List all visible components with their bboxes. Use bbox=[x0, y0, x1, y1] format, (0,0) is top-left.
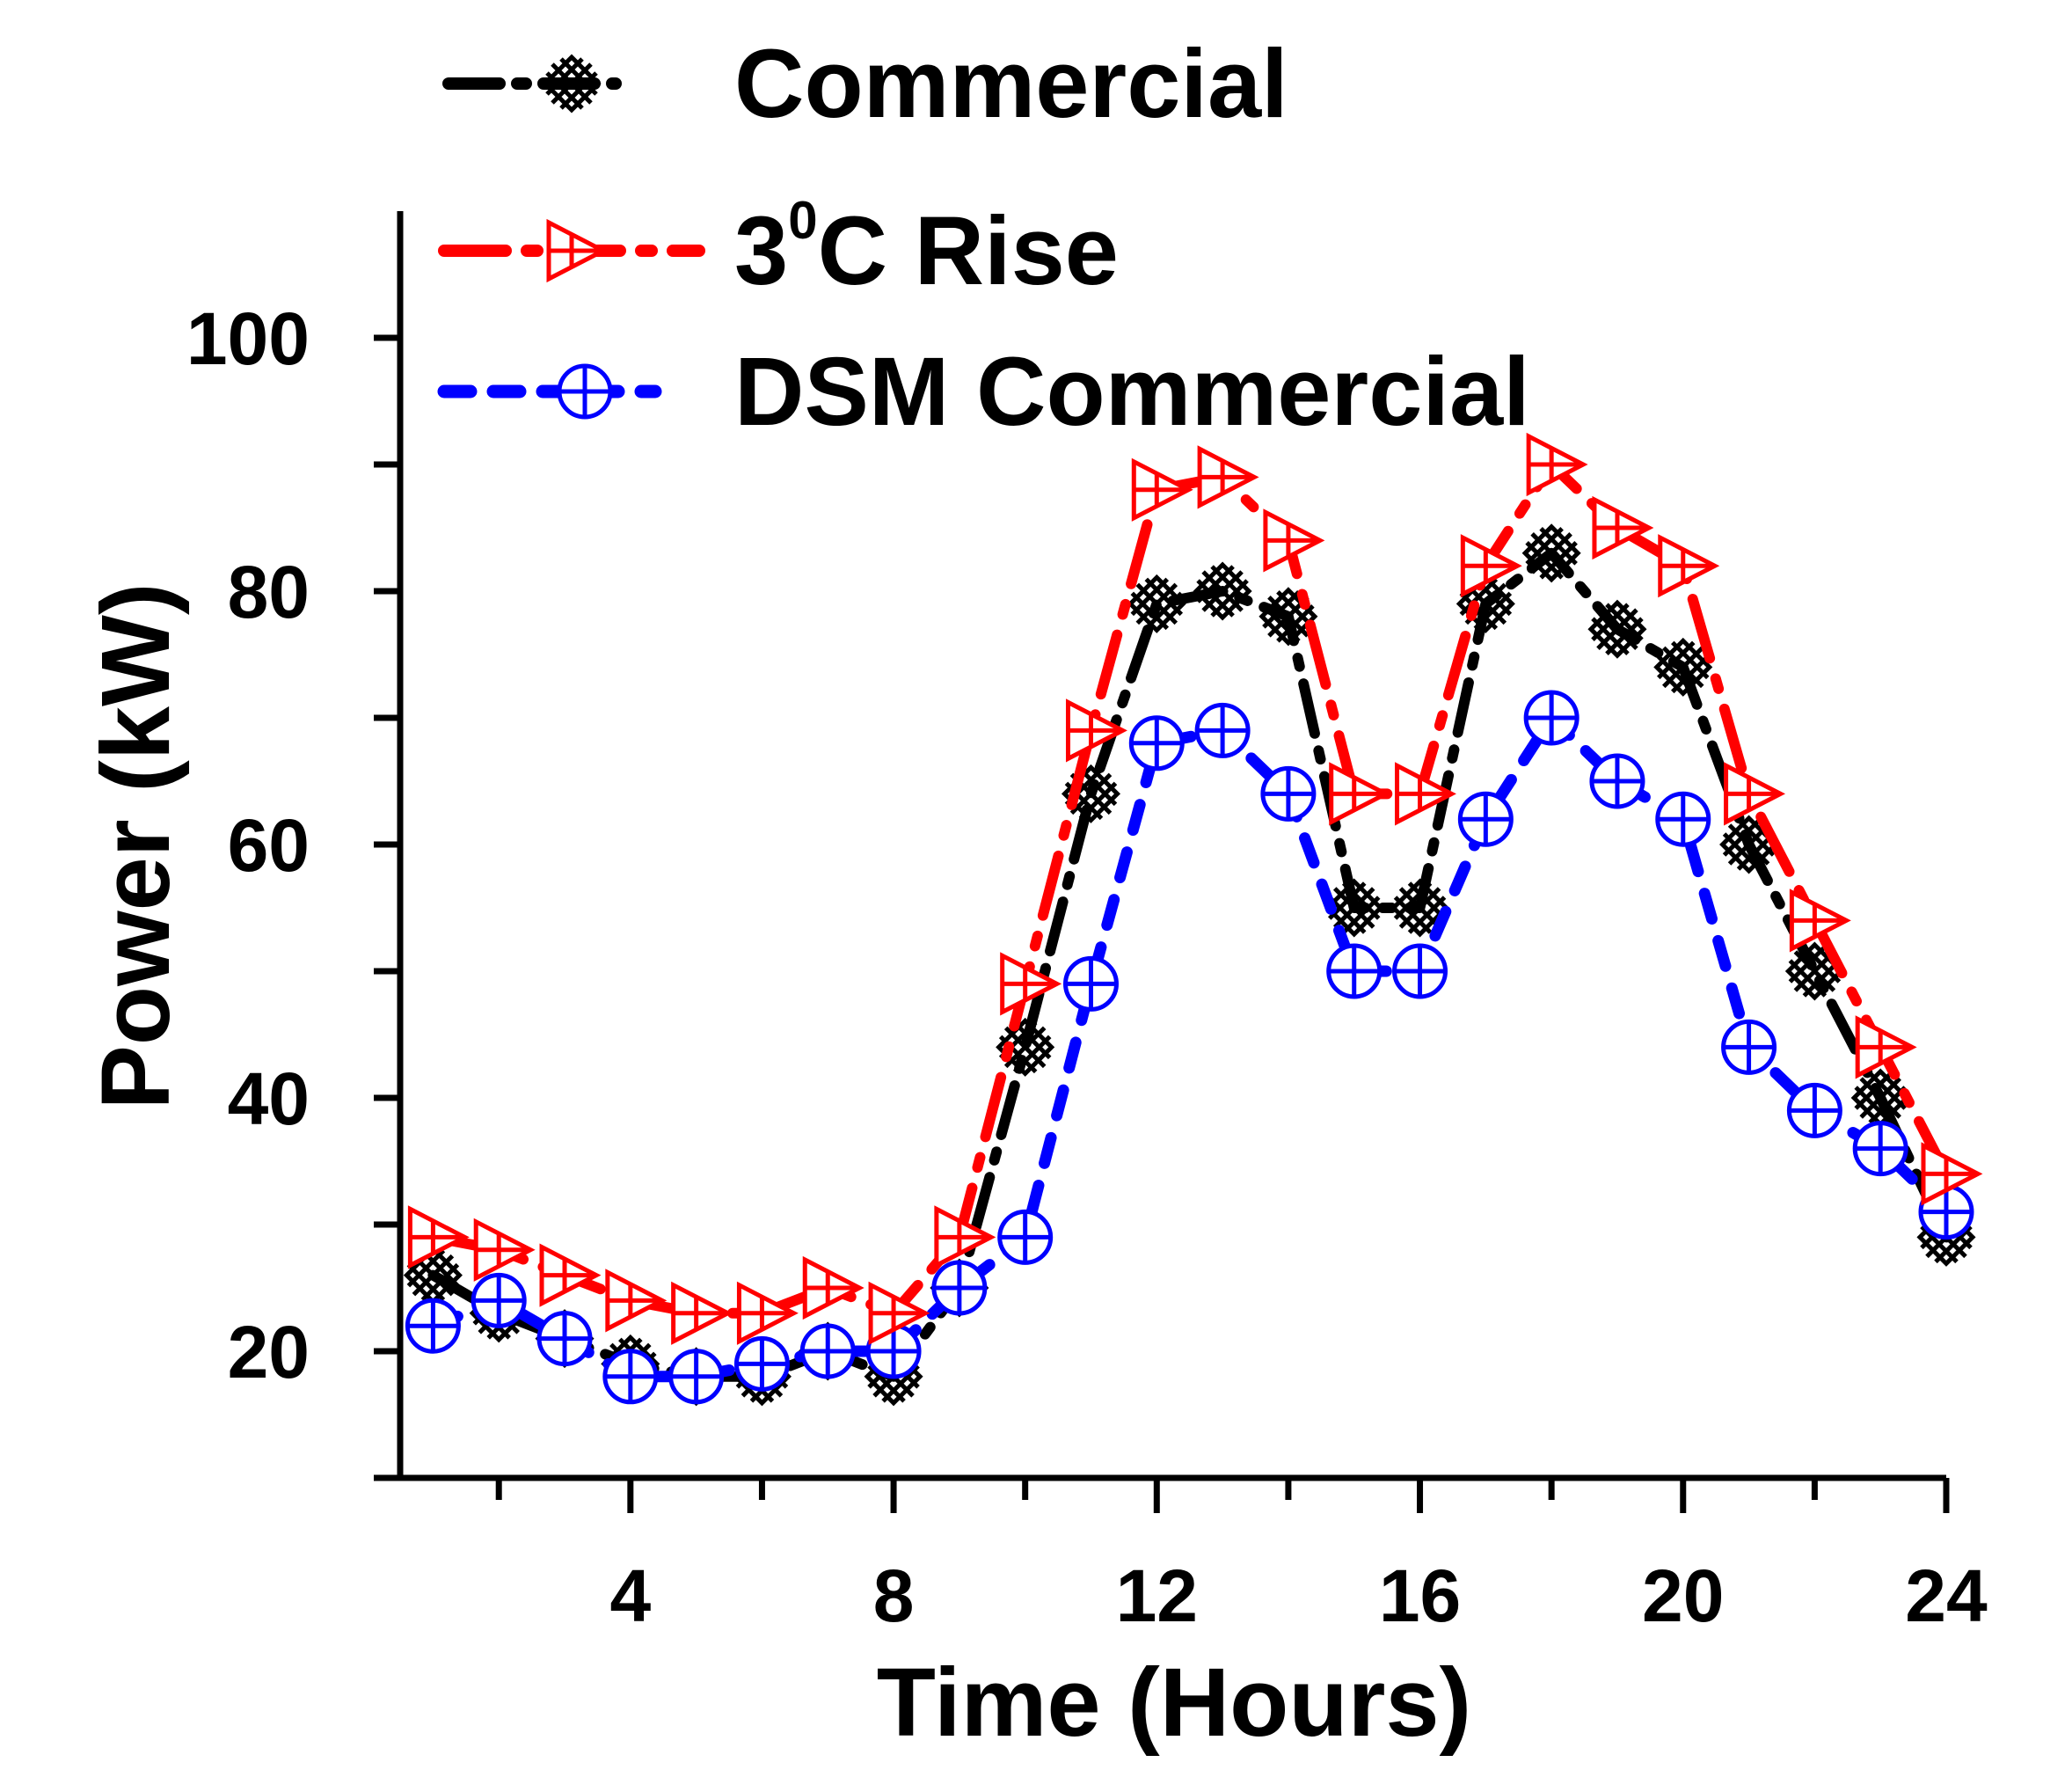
x-tick-label: 4 bbox=[609, 1554, 651, 1637]
data-point-3-c-rise bbox=[1065, 698, 1127, 763]
y-tick-label: 80 bbox=[228, 551, 310, 633]
data-point-commercial bbox=[1390, 878, 1450, 938]
data-point-3-c-rise bbox=[934, 1205, 996, 1269]
data-point-dsm-commercial bbox=[1786, 1082, 1842, 1138]
data-point-dsm-commercial bbox=[997, 1209, 1054, 1265]
data-point-dsm-commercial bbox=[931, 1260, 988, 1316]
data-point-3-c-rise bbox=[1131, 457, 1193, 522]
ticks: 20 40 60 80 100 4 8 12 16 20 24 bbox=[186, 297, 1988, 1637]
data-point-dsm-commercial bbox=[536, 1311, 593, 1367]
data-point-dsm-commercial bbox=[668, 1349, 725, 1405]
data-point-3-c-rise bbox=[407, 1205, 470, 1269]
legend-item: Commercial bbox=[442, 30, 1288, 138]
data-point-3-c-rise bbox=[605, 1269, 668, 1333]
y-tick-label: 100 bbox=[186, 297, 310, 380]
data-point-dsm-commercial bbox=[1523, 690, 1580, 746]
data-point-3-c-rise bbox=[671, 1281, 733, 1345]
data-point-commercial bbox=[1127, 574, 1186, 633]
series-line-commercial bbox=[427, 547, 1952, 1382]
x-tick-label: 20 bbox=[1642, 1554, 1724, 1637]
legend-label: 30C Rise bbox=[734, 191, 1119, 305]
data-point-commercial bbox=[996, 1017, 1055, 1077]
legend-swatch-marker bbox=[542, 54, 602, 113]
legend-label: DSM Commercial bbox=[734, 338, 1530, 446]
data-point-3-c-rise bbox=[1263, 508, 1325, 573]
data-point-dsm-commercial bbox=[602, 1349, 659, 1405]
data-point-commercial bbox=[1587, 599, 1647, 659]
data-point-3-c-rise bbox=[1724, 762, 1786, 826]
data-point-3-c-rise bbox=[1526, 432, 1588, 497]
series-dsm-commercial bbox=[405, 690, 1974, 1405]
data-point-commercial bbox=[1324, 878, 1384, 938]
data-point-3-c-rise bbox=[868, 1281, 930, 1345]
data-point-commercial bbox=[1193, 561, 1252, 621]
data-point-dsm-commercial bbox=[1655, 791, 1711, 847]
data-point-3-c-rise bbox=[736, 1281, 799, 1345]
legend-item: 30C Rise bbox=[438, 191, 1119, 305]
data-point-dsm-commercial bbox=[471, 1272, 527, 1328]
data-point-dsm-commercial bbox=[1194, 702, 1251, 758]
x-axis-title: Time (Hours) bbox=[877, 1649, 1471, 1757]
data-point-dsm-commercial bbox=[1260, 765, 1317, 822]
series-line-dsm-commercial bbox=[427, 712, 1952, 1383]
data-point-3-c-rise bbox=[1592, 495, 1654, 560]
data-point-3-c-rise bbox=[1658, 534, 1720, 598]
data-point-dsm-commercial bbox=[1721, 1019, 1777, 1075]
legend-item: DSM Commercial bbox=[437, 338, 1530, 446]
data-point-dsm-commercial bbox=[405, 1298, 461, 1354]
data-point-dsm-commercial bbox=[1392, 943, 1448, 999]
legend: Commercial 30C Rise DSM Commercial bbox=[437, 30, 1530, 446]
data-point-dsm-commercial bbox=[733, 1335, 790, 1392]
x-tick-label: 12 bbox=[1116, 1554, 1198, 1637]
legend-swatch-marker bbox=[557, 363, 613, 420]
data-point-3-c-rise bbox=[1197, 445, 1259, 509]
data-point-3-c-rise bbox=[1789, 888, 1851, 953]
y-axis-title: Power (kW) bbox=[82, 583, 190, 1110]
data-point-dsm-commercial bbox=[1128, 715, 1185, 771]
x-tick-label: 24 bbox=[1905, 1554, 1988, 1637]
x-tick-label: 8 bbox=[873, 1554, 915, 1637]
series-layer bbox=[403, 432, 1983, 1407]
data-point-3-c-rise bbox=[1460, 534, 1522, 598]
data-point-3-c-rise bbox=[1329, 762, 1391, 826]
series-commercial bbox=[403, 523, 1976, 1407]
data-point-dsm-commercial bbox=[1457, 791, 1514, 847]
data-point-3-c-rise bbox=[1921, 1142, 1983, 1206]
y-tick-label: 60 bbox=[228, 804, 310, 887]
data-point-commercial bbox=[1850, 1068, 1910, 1128]
series-line-3-c-rise bbox=[427, 459, 1952, 1319]
data-point-dsm-commercial bbox=[1852, 1121, 1908, 1177]
data-point-dsm-commercial bbox=[1326, 943, 1383, 999]
data-point-3-c-rise bbox=[1395, 762, 1456, 826]
y-tick-label: 40 bbox=[228, 1057, 310, 1140]
data-point-3-c-rise bbox=[539, 1243, 602, 1307]
data-point-3-c-rise bbox=[802, 1255, 865, 1320]
data-point-3-c-rise bbox=[1855, 1015, 1917, 1079]
data-point-dsm-commercial bbox=[1589, 753, 1645, 809]
y-tick-label: 20 bbox=[228, 1311, 310, 1393]
data-point-dsm-commercial bbox=[1062, 955, 1119, 1012]
data-point-commercial bbox=[1456, 574, 1515, 633]
legend-label: Commercial bbox=[734, 30, 1288, 138]
x-tick-label: 16 bbox=[1379, 1554, 1461, 1637]
data-point-commercial bbox=[1653, 637, 1713, 697]
data-point-dsm-commercial bbox=[799, 1323, 856, 1379]
legend-swatch-marker bbox=[546, 218, 609, 283]
data-point-commercial bbox=[1521, 523, 1581, 583]
series-3-c-rise bbox=[407, 432, 1983, 1345]
data-point-3-c-rise bbox=[1000, 952, 1062, 1016]
data-point-3-c-rise bbox=[473, 1218, 536, 1282]
